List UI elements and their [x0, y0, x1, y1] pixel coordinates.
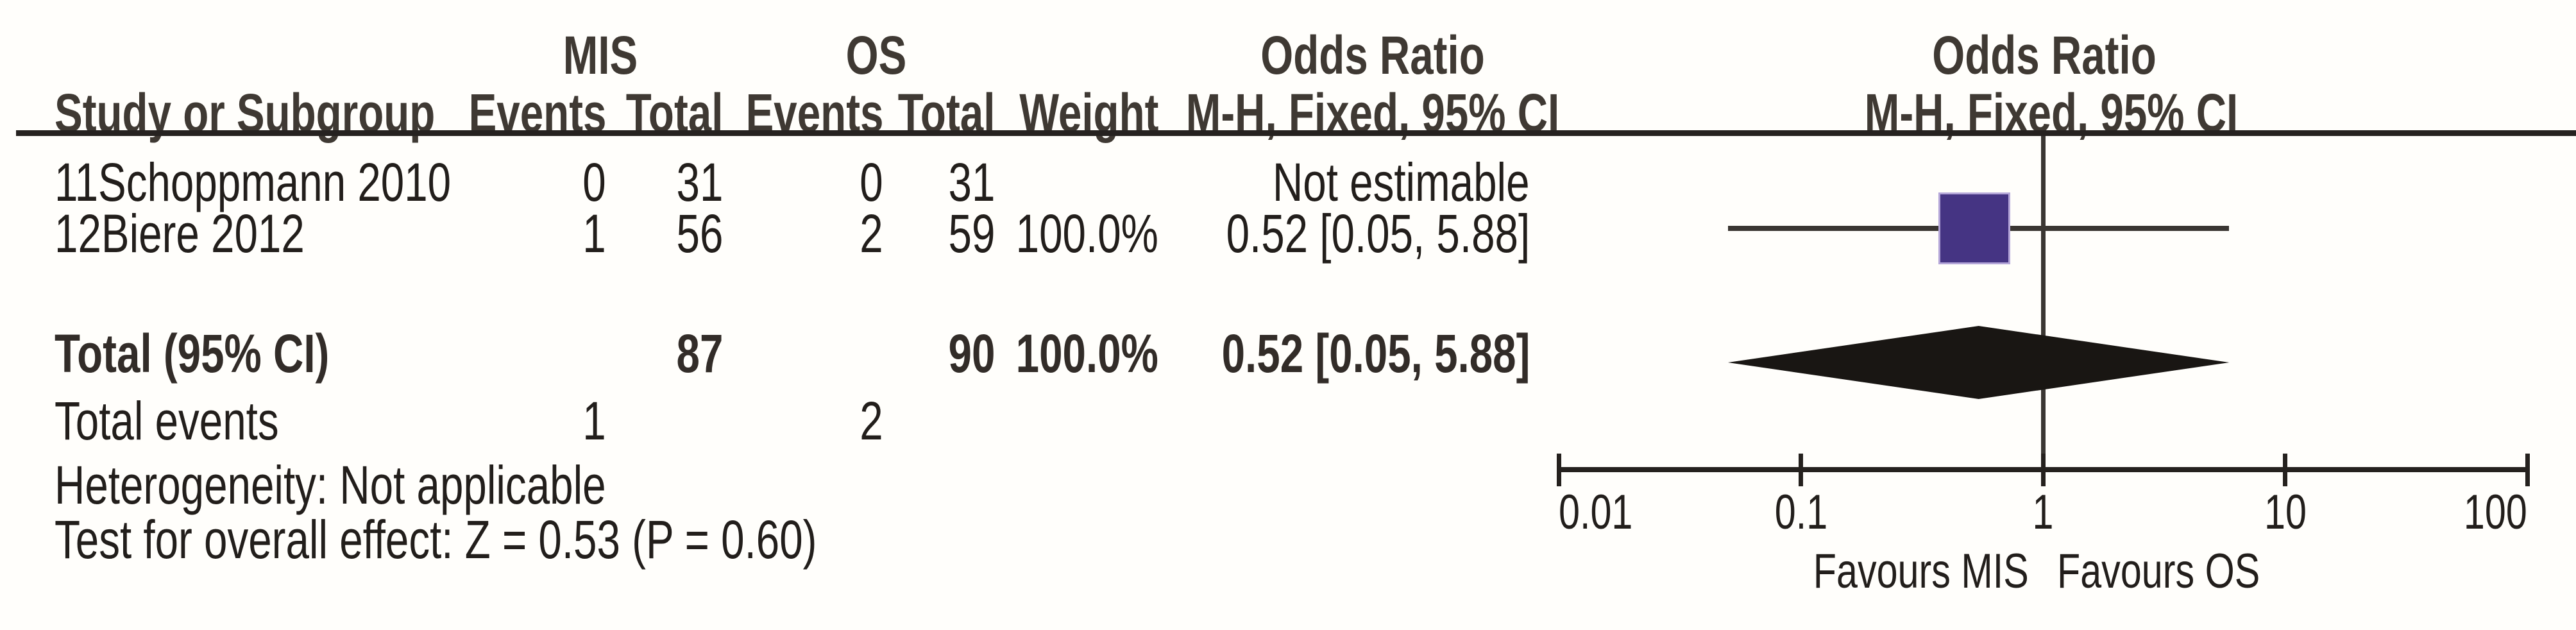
favours-left-label: Favours MIS [1813, 544, 2029, 599]
study-or-ci-text: 0.52 [0.05, 5.88] [1226, 203, 1530, 264]
axis-tick [2525, 454, 2530, 486]
group-header-odds-ratio-plot: Odds Ratio [1932, 25, 2157, 85]
total-events-os: 2 [860, 391, 883, 451]
favours-right-label: Favours OS [2057, 544, 2260, 599]
axis-tick [2040, 454, 2046, 486]
study-os-total: 31 [948, 152, 995, 212]
axis-tick-label: 0.01 [1559, 485, 1633, 540]
heterogeneity-text: Heterogeneity: Not applicable [55, 455, 606, 515]
study-name: 11Schoppmann 2010 [55, 152, 452, 212]
study-weight: 100.0% [1015, 203, 1158, 264]
total-row-label: Total (95% CI) [55, 323, 330, 384]
axis-tick-label: 100 [2464, 485, 2527, 540]
total-row-os-total: 90 [948, 323, 995, 384]
total-row-or-ci: 0.52 [0.05, 5.88] [1221, 323, 1530, 384]
null-effect-line [2041, 136, 2046, 486]
group-header-os: OS [845, 25, 907, 85]
group-header-odds-ratio-table: Odds Ratio [1260, 25, 1485, 85]
study-mis-events: 0 [582, 152, 606, 212]
axis-tick [1556, 454, 1561, 486]
axis-tick-label: 10 [2264, 485, 2307, 540]
total-events-mis: 1 [582, 391, 606, 451]
summary-diamond [1727, 326, 2230, 399]
study-effect-square [1938, 192, 2010, 264]
study-os-events: 0 [860, 152, 883, 212]
study-mis-events: 1 [582, 203, 606, 264]
axis-tick-label: 1 [2032, 485, 2054, 540]
study-mis-total: 31 [676, 152, 723, 212]
group-header-mis: MIS [563, 25, 638, 85]
study-name: 12Biere 2012 [55, 203, 305, 264]
study-os-total: 59 [948, 203, 995, 264]
study-mis-total: 56 [676, 203, 723, 264]
study-os-events: 2 [860, 203, 883, 264]
axis-tick-label: 0.1 [1774, 485, 1827, 540]
header-rule [16, 130, 2576, 136]
overall-effect-text: Test for overall effect: Z = 0.53 (P = 0… [55, 509, 817, 570]
total-row-mis-total: 87 [676, 323, 723, 384]
study-or-ci-text: Not estimable [1273, 152, 1530, 212]
total-row-weight: 100.0% [1015, 323, 1158, 384]
total-events-label: Total events [55, 391, 279, 451]
axis-tick [1799, 454, 1803, 486]
axis-tick [2283, 454, 2287, 486]
